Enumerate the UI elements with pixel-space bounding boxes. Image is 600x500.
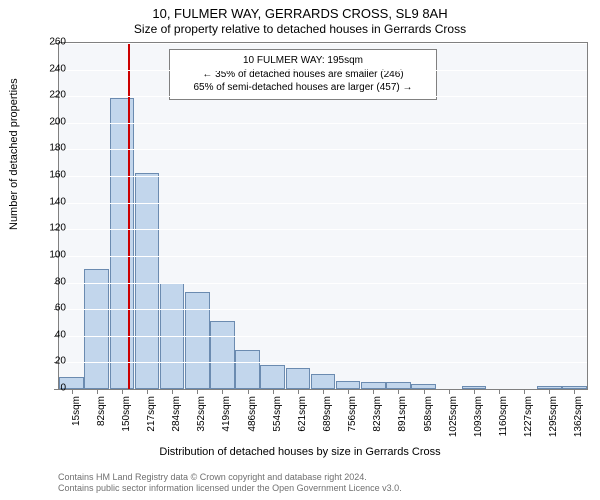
plot-area: 10 FULMER WAY: 195sqm ← 35% of detached … (58, 42, 588, 390)
x-axis-label: Distribution of detached houses by size … (0, 446, 600, 458)
x-tick-mark (574, 389, 575, 394)
x-tick-mark (197, 389, 198, 394)
x-tick-label: 1093sqm (473, 396, 484, 446)
x-tick-mark (449, 389, 450, 394)
x-tick-label: 419sqm (221, 396, 232, 446)
y-tick-label: 60 (36, 303, 66, 314)
x-tick-label: 756sqm (347, 396, 358, 446)
x-tick-mark (474, 389, 475, 394)
x-tick-label: 1295sqm (548, 396, 559, 446)
x-tick-label: 1025sqm (448, 396, 459, 446)
histogram-bar (84, 269, 109, 389)
chart-title: 10, FULMER WAY, GERRARDS CROSS, SL9 8AH (0, 6, 600, 21)
annotation-line-3: 65% of semi-detached houses are larger (… (178, 81, 428, 95)
gridline (59, 149, 587, 150)
x-tick-label: 82sqm (96, 396, 107, 446)
x-tick-label: 891sqm (397, 396, 408, 446)
annotation-line-1: 10 FULMER WAY: 195sqm (178, 54, 428, 68)
annotation-box: 10 FULMER WAY: 195sqm ← 35% of detached … (169, 49, 437, 100)
footer: Contains HM Land Registry data © Crown c… (58, 472, 402, 495)
histogram-bar (260, 365, 285, 389)
x-tick-mark (298, 389, 299, 394)
gridline (59, 123, 587, 124)
y-axis-label: Number of detached properties (8, 78, 20, 230)
y-tick-label: 180 (36, 143, 66, 154)
x-tick-mark (222, 389, 223, 394)
x-tick-label: 217sqm (146, 396, 157, 446)
property-marker-line (128, 43, 130, 389)
chart-frame: 10, FULMER WAY, GERRARDS CROSS, SL9 8AH … (0, 0, 600, 500)
histogram-bar (185, 292, 210, 389)
x-tick-label: 1227sqm (523, 396, 534, 446)
x-tick-label: 1362sqm (573, 396, 584, 446)
gridline (59, 229, 587, 230)
x-tick-mark (348, 389, 349, 394)
x-tick-mark (323, 389, 324, 394)
histogram-bar (135, 173, 160, 389)
x-tick-mark (499, 389, 500, 394)
gridline (59, 203, 587, 204)
y-tick-label: 200 (36, 116, 66, 127)
histogram-bar (311, 374, 336, 389)
y-tick-label: 40 (36, 329, 66, 340)
y-tick-label: 0 (36, 383, 66, 394)
y-tick-label: 20 (36, 356, 66, 367)
x-tick-mark (424, 389, 425, 394)
gridline (59, 362, 587, 363)
x-tick-mark (524, 389, 525, 394)
gridline (59, 336, 587, 337)
x-tick-mark (549, 389, 550, 394)
histogram-bar (210, 321, 235, 389)
x-tick-mark (172, 389, 173, 394)
gridline (59, 96, 587, 97)
x-tick-mark (398, 389, 399, 394)
gridline (59, 256, 587, 257)
histogram-bar (336, 381, 361, 389)
y-tick-label: 140 (36, 196, 66, 207)
gridline (59, 176, 587, 177)
x-tick-label: 486sqm (247, 396, 258, 446)
y-tick-label: 100 (36, 249, 66, 260)
x-tick-mark (248, 389, 249, 394)
gridline (59, 43, 587, 44)
x-tick-label: 15sqm (71, 396, 82, 446)
x-tick-mark (147, 389, 148, 394)
gridline (59, 283, 587, 284)
x-tick-label: 352sqm (196, 396, 207, 446)
gridline (59, 70, 587, 71)
x-tick-label: 554sqm (272, 396, 283, 446)
x-tick-mark (273, 389, 274, 394)
gridline (59, 309, 587, 310)
x-tick-mark (72, 389, 73, 394)
x-tick-mark (122, 389, 123, 394)
x-tick-mark (373, 389, 374, 394)
x-tick-label: 150sqm (121, 396, 132, 446)
y-tick-label: 160 (36, 170, 66, 181)
x-tick-label: 284sqm (171, 396, 182, 446)
x-tick-label: 958sqm (423, 396, 434, 446)
y-tick-label: 80 (36, 276, 66, 287)
y-tick-label: 220 (36, 90, 66, 101)
x-tick-label: 823sqm (372, 396, 383, 446)
x-tick-label: 689sqm (322, 396, 333, 446)
histogram-bar (386, 382, 411, 389)
histogram-bar (361, 382, 386, 389)
x-tick-mark (97, 389, 98, 394)
footer-line-2: Contains public sector information licen… (58, 483, 402, 494)
x-tick-label: 621sqm (297, 396, 308, 446)
histogram-bar (286, 368, 311, 389)
y-tick-label: 260 (36, 37, 66, 48)
x-tick-label: 1160sqm (498, 396, 509, 446)
footer-line-1: Contains HM Land Registry data © Crown c… (58, 472, 402, 483)
y-tick-label: 120 (36, 223, 66, 234)
chart-subtitle: Size of property relative to detached ho… (0, 22, 600, 36)
histogram-bar (235, 350, 260, 389)
histogram-bar (110, 98, 135, 389)
y-tick-label: 240 (36, 63, 66, 74)
